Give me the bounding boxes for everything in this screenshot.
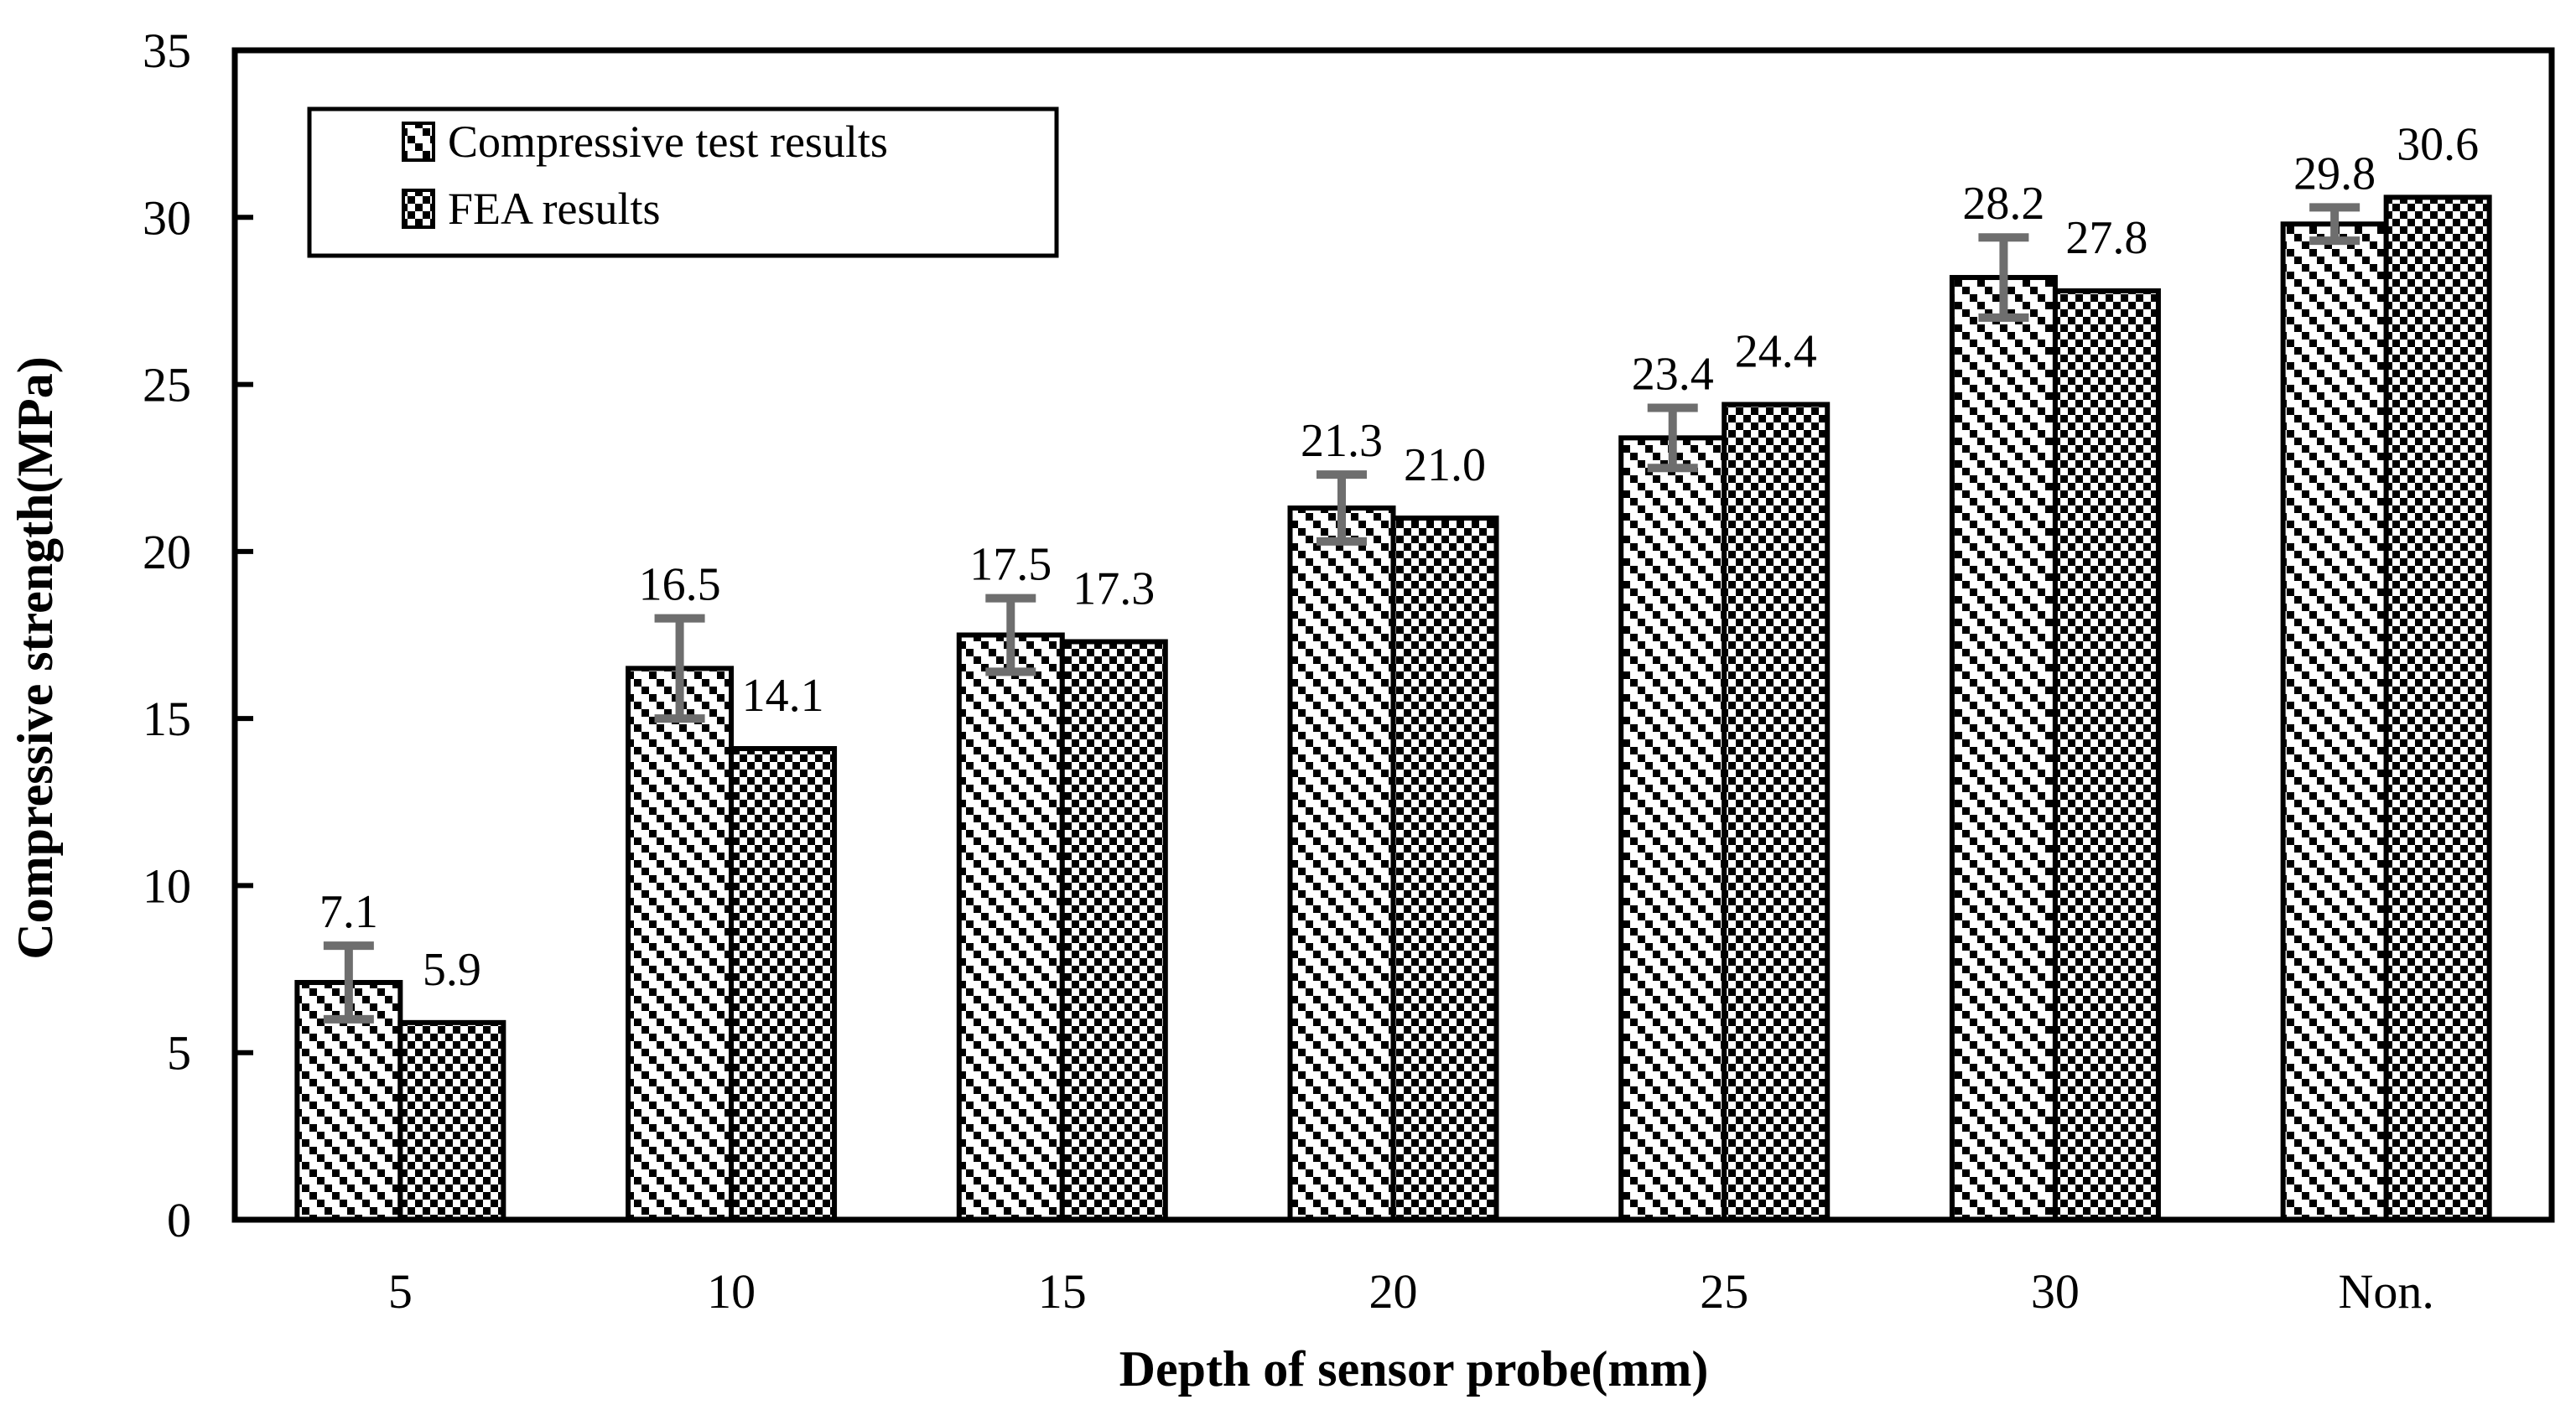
x-tick-label-20: 20 [1369,1264,1418,1319]
plot-border [231,47,2555,1223]
bar-test-25 [1618,435,1727,1222]
bar-fea-30 [2052,288,2161,1222]
y-tick-label-15: 15 [143,692,191,746]
legend: Compressive test results FEA results [307,106,1059,258]
legend-label-test: Compressive test results [448,117,888,167]
y-tick-label-35: 35 [143,23,191,78]
bars-layer [294,194,2492,1223]
bar-test-30 [1949,275,2058,1222]
y-tick-label-0: 0 [167,1193,191,1247]
bar-fea-25 [1722,402,1831,1222]
y-tick-label-20: 20 [143,525,191,579]
x-axis-title: Depth of sensor probe(mm) [1119,1341,1709,1397]
value-labels-layer: 7.1 5.9 16.5 14.1 17.5 17.3 21.3 21.0 23.4 24.4 28… [319,118,2479,995]
bar-test-15 [956,632,1065,1222]
y-tick-label-30: 30 [143,190,191,245]
y-tick-label-25: 25 [143,358,191,412]
value-label-fea-25: 24.4 [1735,325,1817,377]
y-axis-ticks: 0 5 10 15 20 25 30 35 [143,23,253,1247]
value-label-test-10: 16.5 [639,559,721,611]
error-bars-layer [323,203,2360,1024]
bar-test-20 [1287,505,1396,1222]
x-tick-label-25: 25 [1700,1264,1748,1319]
bar-fea-5 [397,1019,506,1223]
value-label-fea-10: 14.1 [742,670,824,722]
value-label-fea-5: 5.9 [423,944,481,996]
x-axis-ticks: 5 10 15 20 25 30 Non. [388,1264,2434,1319]
bar-test-10 [626,666,735,1222]
value-label-test-25: 23.4 [1632,348,1714,400]
legend-swatch-hatch-icon [402,122,435,162]
bar-fea-15 [1059,639,1168,1222]
value-label-fea-30: 27.8 [2065,212,2148,264]
y-tick-label-5: 5 [167,1026,191,1081]
value-label-fea-Non.: 30.6 [2397,118,2479,170]
bar-test-Non. [2280,221,2389,1222]
value-label-test-5: 7.1 [319,886,378,938]
value-label-test-20: 21.3 [1301,415,1383,467]
bar-fea-10 [729,746,838,1222]
x-tick-label-30: 30 [2031,1264,2080,1319]
legend-label-fea: FEA results [448,184,661,234]
value-label-test-15: 17.5 [969,539,1052,591]
value-label-fea-20: 21.0 [1404,439,1486,491]
bar-fea-Non. [2383,194,2492,1222]
legend-swatch-check-icon [402,189,435,229]
x-tick-label-Non.: Non. [2338,1264,2433,1319]
value-label-test-Non.: 29.8 [2293,148,2376,200]
bar-fea-20 [1390,516,1499,1222]
value-label-test-30: 28.2 [1962,178,2044,230]
y-tick-label-10: 10 [143,858,191,913]
x-tick-label-15: 15 [1038,1264,1087,1319]
x-tick-label-10: 10 [707,1264,756,1319]
value-label-fea-15: 17.3 [1072,562,1155,614]
y-axis-title: Compressive strength(MPa) [8,356,63,959]
x-tick-label-5: 5 [388,1264,413,1319]
